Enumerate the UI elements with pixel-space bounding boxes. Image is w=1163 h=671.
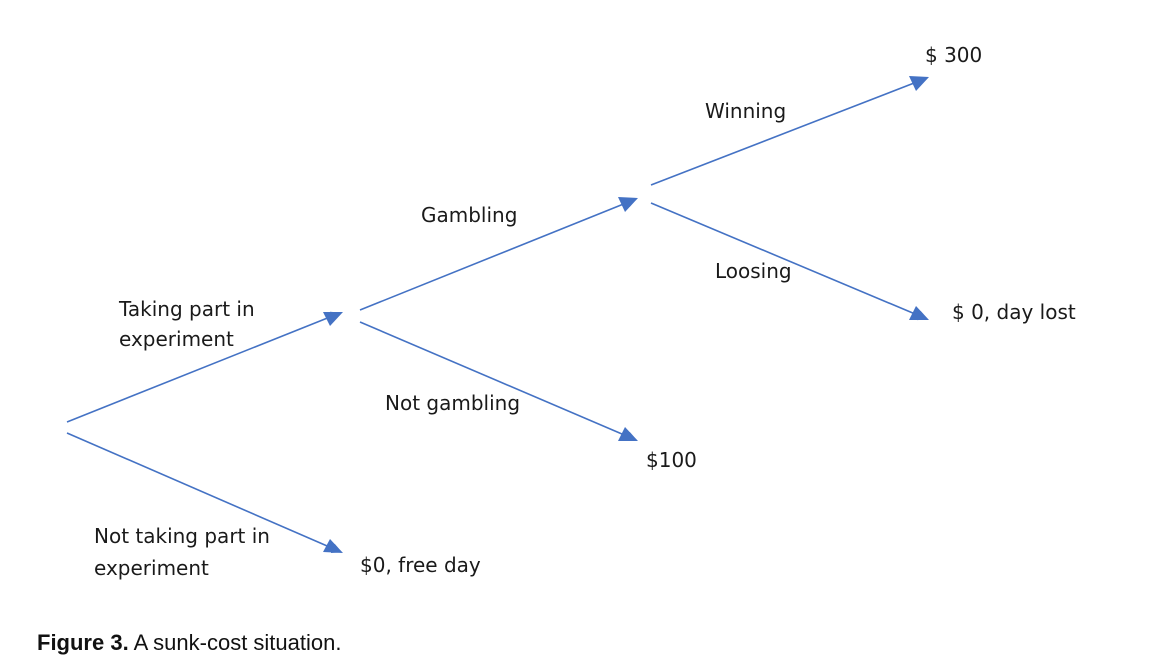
label-taking-part-line2: experiment: [119, 327, 234, 351]
arrowhead-gambling: [618, 197, 638, 212]
arrowhead-taking-part: [323, 312, 343, 326]
edge-gambling: [359, 197, 637, 311]
arrowhead-not-gambling: [618, 427, 638, 441]
label-taking-part-line1: Taking part in: [118, 297, 255, 321]
outcome-day-lost: $ 0, day lost: [952, 300, 1076, 324]
arrowhead-winning: [909, 76, 929, 91]
outcome-hundred: $100: [646, 448, 697, 472]
edge-taking-part: [66, 311, 341, 423]
label-not-taking-part-line1: Not taking part in: [94, 524, 270, 548]
label-losing: Loosing: [715, 259, 792, 283]
arrowhead-not-taking-part: [323, 539, 343, 553]
caption-text: A sunk-cost situation.: [128, 630, 342, 655]
outcome-free-day: $0, free day: [360, 553, 481, 577]
edge-not-taking-part: [66, 432, 342, 554]
edge-not-gambling: [359, 321, 637, 442]
label-not-taking-part-line2: experiment: [94, 556, 209, 580]
caption-lead: Figure 3.: [37, 630, 129, 655]
arrowhead-losing: [909, 306, 929, 320]
figure-caption: Figure 3. A sunk-cost situation.: [37, 630, 341, 656]
outcome-three-hundred: $ 300: [925, 43, 982, 67]
edge-winning: [650, 76, 928, 186]
label-not-taking-part: Not taking part in experiment: [94, 524, 276, 580]
label-taking-part: Taking part in experiment: [118, 297, 261, 351]
edge-losing: [650, 202, 928, 321]
label-winning: Winning: [705, 99, 786, 123]
label-not-gambling: Not gambling: [385, 391, 520, 415]
label-gambling: Gambling: [421, 203, 517, 227]
